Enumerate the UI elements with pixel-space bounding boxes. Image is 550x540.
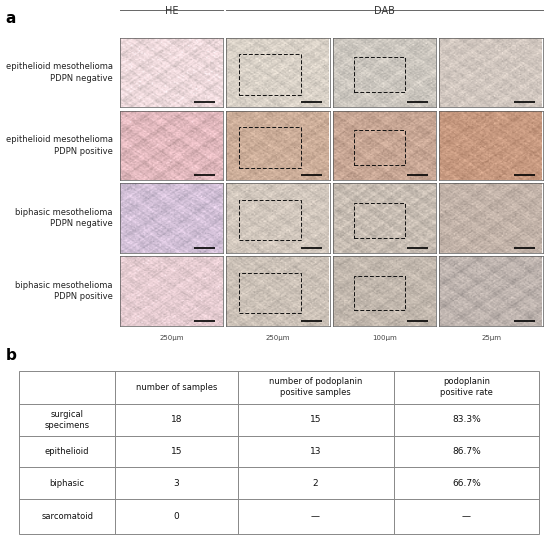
Text: biphasic mesothelioma
PDPN positive: biphasic mesothelioma PDPN positive [15, 281, 113, 301]
Text: podoplanin
positive rate: podoplanin positive rate [440, 377, 493, 397]
Bar [239, 273, 301, 313]
Text: 250μm: 250μm [160, 335, 184, 341]
Text: number of samples: number of samples [136, 383, 217, 391]
Text: biphasic mesothelioma
PDPN negative: biphasic mesothelioma PDPN negative [15, 208, 113, 228]
Text: 18: 18 [170, 415, 182, 424]
Text: epithelioid: epithelioid [45, 447, 90, 456]
Text: a: a [6, 11, 16, 26]
Bar [354, 203, 405, 238]
Bar [354, 130, 405, 165]
Text: 83.3%: 83.3% [452, 415, 481, 424]
Text: sarcomatoid: sarcomatoid [41, 512, 93, 521]
Text: b: b [6, 348, 16, 363]
Text: 15: 15 [310, 415, 321, 424]
Text: —: — [311, 512, 320, 521]
Text: epithelioid mesothelioma
PDPN negative: epithelioid mesothelioma PDPN negative [6, 62, 113, 83]
Text: HE: HE [165, 6, 178, 16]
Text: 15: 15 [170, 447, 182, 456]
Text: biphasic: biphasic [50, 478, 85, 488]
Bar [239, 200, 301, 240]
Bar [354, 57, 405, 92]
Bar [354, 275, 405, 310]
Text: 66.7%: 66.7% [452, 478, 481, 488]
Text: 2: 2 [313, 478, 318, 488]
Text: 13: 13 [310, 447, 321, 456]
Bar [239, 127, 301, 167]
Bar [239, 55, 301, 95]
Text: 25μm: 25μm [481, 335, 501, 341]
Text: surgical
specimens: surgical specimens [45, 410, 90, 430]
Text: 3: 3 [173, 478, 179, 488]
Text: 0: 0 [173, 512, 179, 521]
Text: epithelioid mesothelioma
PDPN positive: epithelioid mesothelioma PDPN positive [6, 135, 113, 156]
Text: 250μm: 250μm [266, 335, 290, 341]
Text: number of podoplanin
positive samples: number of podoplanin positive samples [269, 377, 362, 397]
Text: 86.7%: 86.7% [452, 447, 481, 456]
Text: —: — [462, 512, 471, 521]
Text: DAB: DAB [374, 6, 395, 16]
Text: 100μm: 100μm [372, 335, 397, 341]
